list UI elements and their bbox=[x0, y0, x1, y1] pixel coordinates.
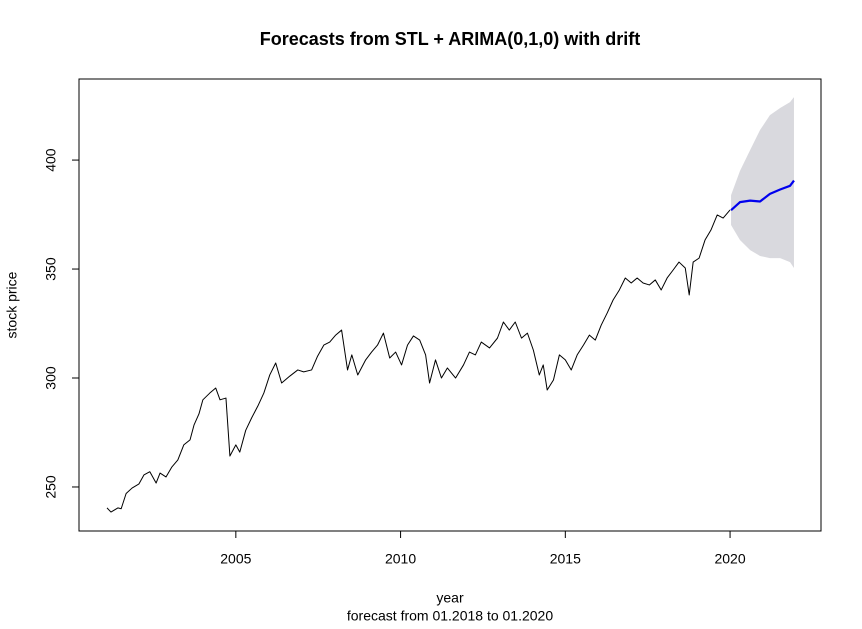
y-axis-label: stock price bbox=[4, 271, 20, 338]
x-tick-label: 2010 bbox=[385, 551, 416, 567]
prediction-interval bbox=[731, 97, 794, 268]
x-tick-label: 2015 bbox=[550, 551, 581, 567]
series-line bbox=[730, 179, 795, 212]
y-tick-label: 400 bbox=[43, 148, 59, 172]
x-axis-label: year bbox=[436, 590, 464, 606]
chart-title: Forecasts from STL + ARIMA(0,1,0) with d… bbox=[260, 29, 641, 49]
x-tick-label: 2020 bbox=[714, 551, 745, 567]
y-tick-label: 250 bbox=[43, 475, 59, 499]
caption: forecast from 01.2018 to 01.2020 bbox=[347, 608, 553, 624]
plot-frame bbox=[78, 78, 822, 532]
y-tick-label: 350 bbox=[43, 257, 59, 281]
y-tick-label: 300 bbox=[43, 366, 59, 390]
series-line bbox=[106, 209, 731, 513]
x-tick-label: 2005 bbox=[220, 551, 251, 567]
